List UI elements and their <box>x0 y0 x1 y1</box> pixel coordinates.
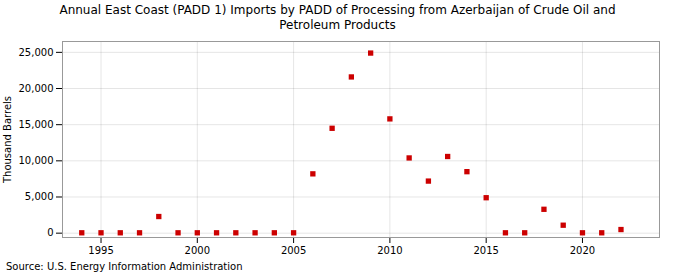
svg-text:2015: 2015 <box>473 245 498 256</box>
svg-text:5,000: 5,000 <box>25 191 54 202</box>
html-text:Annual East Coast (PADD 1) Imp: Annual East Coast (PADD 1) Imports by PA… <box>59 3 616 32</box>
svg-text:15,000: 15,000 <box>19 119 54 130</box>
html-text:Source: U.S. Energy Informatio: Source: U.S. Energy Information Administ… <box>6 261 243 272</box>
svg-text:0: 0 <box>47 227 53 238</box>
svg-text:2000: 2000 <box>185 245 210 256</box>
svg-text:2010: 2010 <box>377 245 402 256</box>
svg-text:10,000: 10,000 <box>19 155 54 166</box>
svg-text:Thousand Barrels: Thousand Barrels <box>2 96 13 184</box>
svg-text:20,000: 20,000 <box>19 83 54 94</box>
svg-text:2020: 2020 <box>570 245 595 256</box>
svg-text:2005: 2005 <box>281 245 306 256</box>
svg-text:25,000: 25,000 <box>19 47 54 58</box>
svg-text:1995: 1995 <box>88 245 113 256</box>
